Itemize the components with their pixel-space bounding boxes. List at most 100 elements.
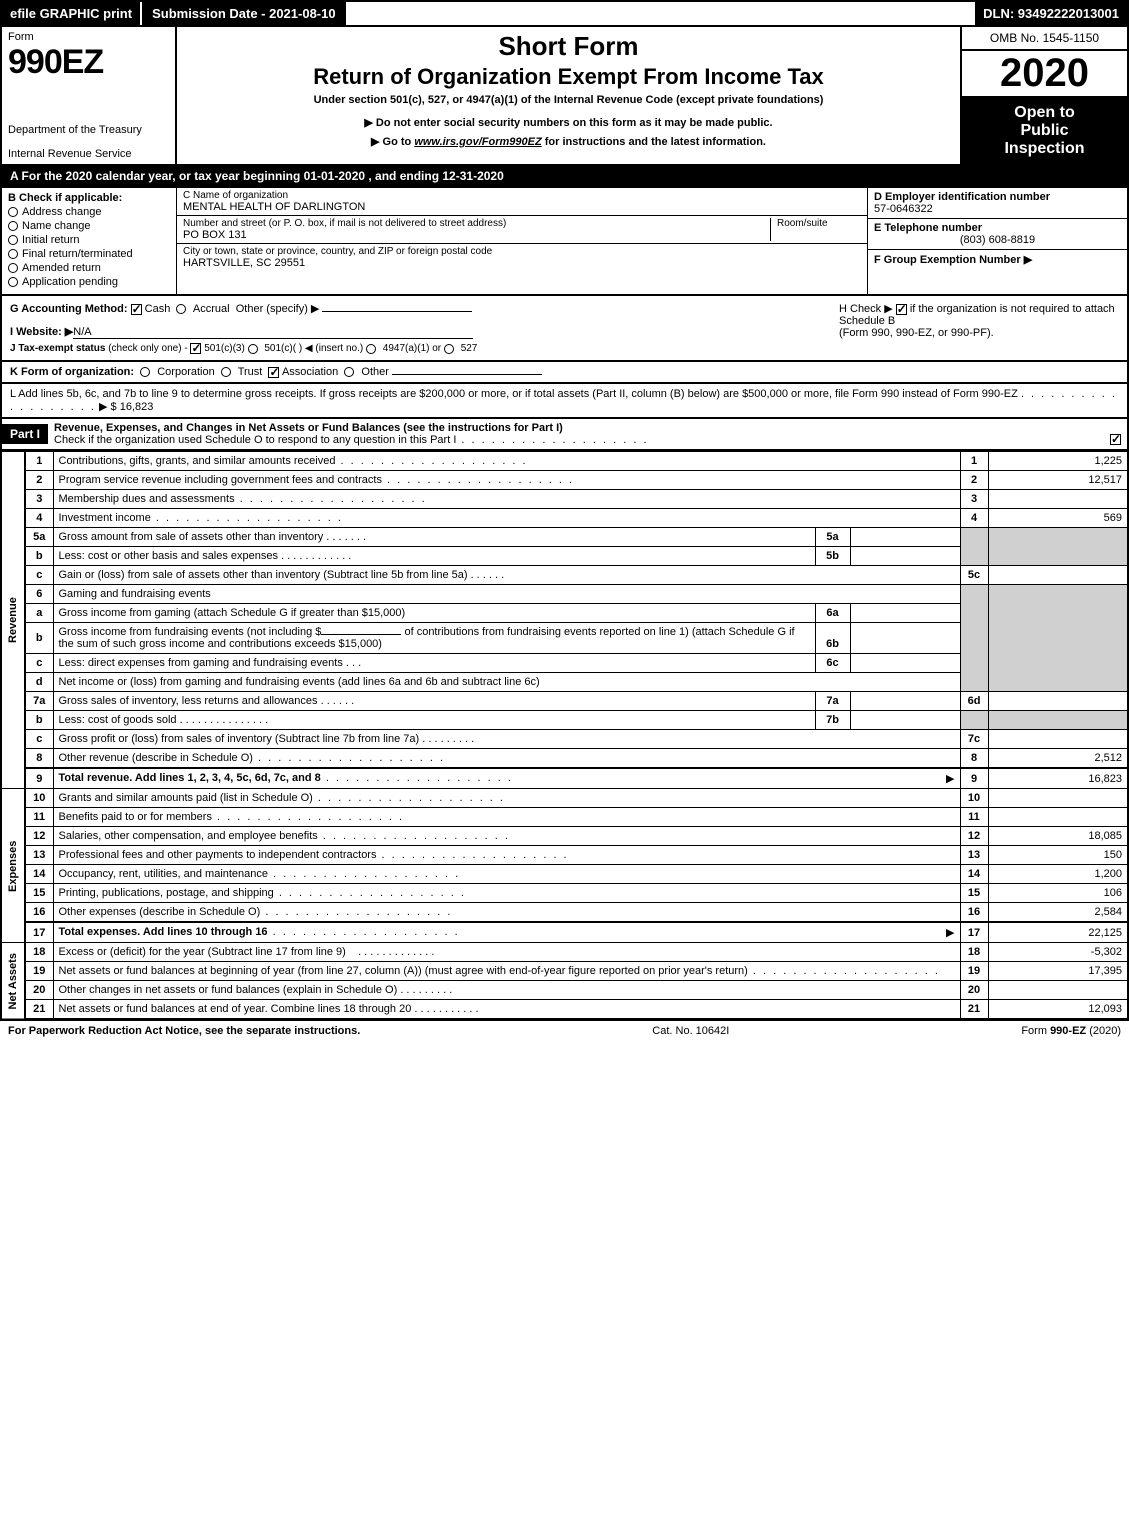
side-netassets: Net Assets bbox=[1, 943, 25, 1020]
l-text: L Add lines 5b, 6c, and 7b to line 9 to … bbox=[10, 388, 1018, 400]
form-number: 990EZ bbox=[8, 43, 169, 82]
line-a-tax-year: A For the 2020 calendar year, or tax yea… bbox=[0, 166, 1129, 188]
section-b: B Check if applicable: Address change Na… bbox=[2, 188, 177, 294]
city-cell: City or town, state or province, country… bbox=[177, 244, 867, 271]
h-text1: H Check ▶ bbox=[839, 303, 893, 315]
cb-address-change[interactable]: Address change bbox=[8, 206, 170, 218]
row-1: Revenue 1Contributions, gifts, grants, a… bbox=[1, 452, 1128, 471]
cb-trust[interactable] bbox=[221, 367, 231, 377]
submission-date: Submission Date - 2021-08-10 bbox=[140, 2, 346, 25]
dept-treasury: Department of the Treasury bbox=[8, 124, 169, 136]
gh-left: G Accounting Method: Cash Accrual Other … bbox=[10, 302, 839, 354]
cb-initial-return[interactable]: Initial return bbox=[8, 234, 170, 246]
part1-title: Revenue, Expenses, and Changes in Net As… bbox=[54, 422, 563, 434]
row-21: 21Net assets or fund balances at end of … bbox=[1, 1000, 1128, 1020]
row-7b: bLess: cost of goods sold . . . . . . . … bbox=[1, 711, 1128, 730]
group-exempt-label: F Group Exemption Number ▶ bbox=[874, 253, 1121, 266]
dln-label: DLN: 93492222013001 bbox=[975, 2, 1127, 25]
header-left: Form 990EZ Department of the Treasury In… bbox=[2, 27, 177, 164]
main-table: Revenue 1Contributions, gifts, grants, a… bbox=[0, 451, 1129, 1020]
row-5b: bLess: cost or other basis and sales exp… bbox=[1, 547, 1128, 566]
section-j: J Tax-exempt status (check only one) - 5… bbox=[10, 343, 839, 354]
row-6b: bGross income from fundraising events (n… bbox=[1, 623, 1128, 654]
section-b-head: B Check if applicable: bbox=[8, 192, 170, 204]
note2-post: for instructions and the latest informat… bbox=[542, 136, 766, 148]
row-4: 4Investment income4569 bbox=[1, 509, 1128, 528]
cb-accrual[interactable] bbox=[176, 304, 186, 314]
section-c: C Name of organization MENTAL HEALTH OF … bbox=[177, 188, 867, 294]
other-org-input[interactable] bbox=[392, 374, 542, 375]
other-input[interactable] bbox=[322, 311, 472, 312]
open-line3: Inspection bbox=[968, 140, 1121, 158]
row-18: Net Assets 18Excess or (deficit) for the… bbox=[1, 943, 1128, 962]
header-right: OMB No. 1545-1150 2020 Open to Public In… bbox=[962, 27, 1127, 164]
top-bar: efile GRAPHIC print Submission Date - 20… bbox=[0, 0, 1129, 27]
section-h: H Check ▶ if the organization is not req… bbox=[839, 302, 1119, 354]
ssn-warning: ▶ Do not enter social security numbers o… bbox=[185, 116, 952, 129]
subtitle: Under section 501(c), 527, or 4947(a)(1)… bbox=[185, 94, 952, 106]
section-i: I Website: ▶N/A bbox=[10, 325, 839, 339]
org-name-cell: C Name of organization MENTAL HEALTH OF … bbox=[177, 188, 867, 216]
cb-501c[interactable] bbox=[248, 344, 258, 354]
city-value: HARTSVILLE, SC 29551 bbox=[183, 257, 861, 269]
row-16: 16Other expenses (describe in Schedule O… bbox=[1, 903, 1128, 923]
city-label: City or town, state or province, country… bbox=[183, 246, 861, 257]
section-f: F Group Exemption Number ▶ bbox=[868, 250, 1127, 269]
row-11: 11Benefits paid to or for members11 bbox=[1, 808, 1128, 827]
website-value: N/A bbox=[73, 326, 473, 339]
cb-4947[interactable] bbox=[366, 344, 376, 354]
part1-sub: Check if the organization used Schedule … bbox=[54, 434, 456, 446]
cb-amended-return[interactable]: Amended return bbox=[8, 262, 170, 274]
footer: For Paperwork Reduction Act Notice, see … bbox=[0, 1020, 1129, 1041]
note2-pre: ▶ Go to bbox=[371, 136, 414, 148]
cb-527[interactable] bbox=[444, 344, 454, 354]
cb-schedule-o[interactable] bbox=[1110, 434, 1121, 445]
row-9: 9Total revenue. Add lines 1, 2, 3, 4, 5c… bbox=[1, 768, 1128, 789]
tax-year: 2020 bbox=[962, 51, 1127, 98]
room-label: Room/suite bbox=[777, 218, 861, 229]
row-6d: dNet income or (loss) from gaming and fu… bbox=[1, 673, 1128, 692]
row-6c: cLess: direct expenses from gaming and f… bbox=[1, 654, 1128, 673]
cb-application-pending[interactable]: Application pending bbox=[8, 276, 170, 288]
footer-mid: Cat. No. 10642I bbox=[652, 1025, 729, 1037]
dept-irs: Internal Revenue Service bbox=[8, 148, 169, 160]
row-20: 20Other changes in net assets or fund ba… bbox=[1, 981, 1128, 1000]
gh-block: G Accounting Method: Cash Accrual Other … bbox=[0, 296, 1129, 362]
row-6a: aGross income from gaming (attach Schedu… bbox=[1, 604, 1128, 623]
efile-print-button[interactable]: efile GRAPHIC print bbox=[2, 2, 140, 25]
j-label: J Tax-exempt status bbox=[10, 343, 105, 354]
row-5c: cGain or (loss) from sale of assets othe… bbox=[1, 566, 1128, 585]
open-to-public: Open to Public Inspection bbox=[962, 98, 1127, 164]
open-line2: Public bbox=[968, 122, 1121, 140]
section-g: G Accounting Method: Cash Accrual Other … bbox=[10, 302, 839, 315]
cb-h[interactable] bbox=[896, 304, 907, 315]
tel-label: E Telephone number bbox=[874, 222, 1121, 234]
main-title: Return of Organization Exempt From Incom… bbox=[185, 64, 952, 90]
l-arrow: ▶ $ 16,823 bbox=[99, 401, 153, 413]
row-19: 19Net assets or fund balances at beginni… bbox=[1, 962, 1128, 981]
cb-501c3[interactable] bbox=[190, 343, 201, 354]
info-block: B Check if applicable: Address change Na… bbox=[0, 188, 1129, 296]
addr-label: Number and street (or P. O. box, if mail… bbox=[183, 218, 764, 229]
cb-final-return[interactable]: Final return/terminated bbox=[8, 248, 170, 260]
h-text3: (Form 990, 990-EZ, or 990-PF). bbox=[839, 327, 994, 339]
section-d: D Employer identification number 57-0646… bbox=[868, 188, 1127, 219]
row-5a: 5aGross amount from sale of assets other… bbox=[1, 528, 1128, 547]
org-name-value: MENTAL HEALTH OF DARLINGTON bbox=[183, 201, 861, 213]
cb-name-change[interactable]: Name change bbox=[8, 220, 170, 232]
ein-value: 57-0646322 bbox=[874, 203, 1121, 215]
section-l: L Add lines 5b, 6c, and 7b to line 9 to … bbox=[0, 384, 1129, 419]
instructions-link-line: ▶ Go to www.irs.gov/Form990EZ for instru… bbox=[185, 135, 952, 148]
addr-row: Number and street (or P. O. box, if mail… bbox=[177, 216, 867, 244]
cb-corp[interactable] bbox=[140, 367, 150, 377]
short-form-title: Short Form bbox=[185, 31, 952, 62]
cb-other-org[interactable] bbox=[344, 367, 354, 377]
row-15: 15Printing, publications, postage, and s… bbox=[1, 884, 1128, 903]
irs-link[interactable]: www.irs.gov/Form990EZ bbox=[414, 136, 541, 148]
part1-label: Part I bbox=[2, 424, 48, 444]
ein-label: D Employer identification number bbox=[874, 191, 1121, 203]
footer-right: Form 990-EZ (2020) bbox=[1021, 1025, 1121, 1037]
cb-cash[interactable] bbox=[131, 304, 142, 315]
header-center: Short Form Return of Organization Exempt… bbox=[177, 27, 962, 164]
cb-assoc[interactable] bbox=[268, 367, 279, 378]
